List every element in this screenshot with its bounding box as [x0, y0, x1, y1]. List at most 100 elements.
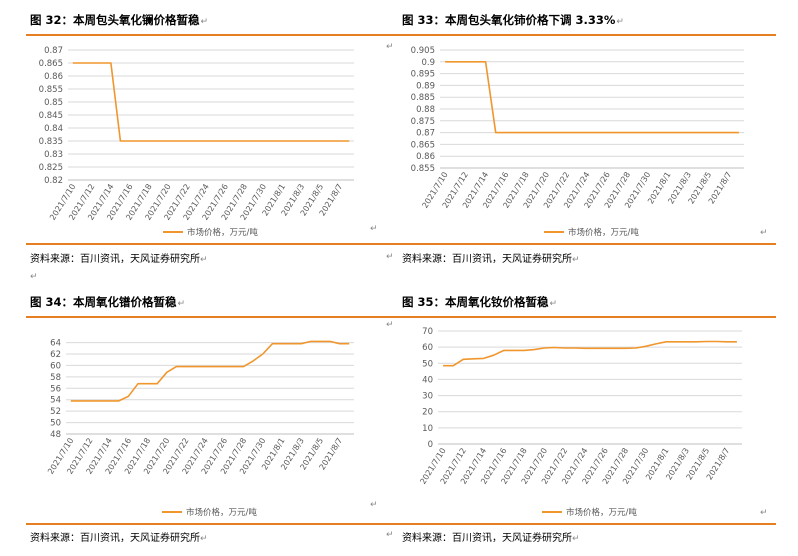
y-tick-label: 0.87 [44, 46, 63, 56]
source-note: 资料来源：百川资讯，天风证券研究所↵ [402, 254, 580, 265]
paragraph-mark: ↵ [760, 228, 768, 238]
data-point [127, 395, 129, 397]
data-point [139, 140, 141, 142]
y-tick-label: 0.865 [39, 59, 63, 69]
data-point [584, 347, 586, 349]
data-point [462, 358, 464, 360]
data-point [348, 343, 350, 345]
data-point [586, 132, 588, 134]
data-point [635, 347, 637, 349]
y-tick-label: 0.9 [421, 58, 435, 68]
data-point [233, 366, 235, 368]
data-point [185, 366, 187, 368]
paragraph-mark: ↵ [370, 500, 378, 510]
y-tick-label: 70 [422, 327, 433, 337]
data-point [167, 140, 169, 142]
data-point [604, 347, 606, 349]
data-point [291, 343, 293, 345]
data-point [556, 132, 558, 134]
data-point [148, 140, 150, 142]
title-rule [26, 316, 404, 318]
data-point [545, 132, 547, 134]
y-tick-label: 0.83 [44, 150, 63, 160]
data-point [272, 140, 274, 142]
y-tick-label: 0.865 [411, 140, 435, 150]
data-point [716, 340, 718, 342]
data-point [728, 132, 730, 134]
data-point [665, 341, 667, 343]
data-point [574, 347, 576, 349]
data-point [329, 140, 331, 142]
data-point [726, 341, 728, 343]
chart-panel-33: 图 33：本周包头氧化铈价格下调 3.33%↵ 0.905 0.9 0.895 0.8… [398, 12, 776, 268]
series-line [443, 340, 737, 367]
legend-label: 市场价格，万元/吨 [186, 507, 257, 518]
data-point [708, 132, 710, 134]
data-point [566, 132, 568, 134]
data-point [72, 62, 74, 64]
line-chart: 7060504030201002021/7/102021/7/122021/7/… [418, 327, 742, 518]
data-point [310, 340, 312, 342]
paragraph-mark: ↵ [386, 252, 394, 262]
y-tick-label: 30 [422, 392, 433, 402]
data-point [281, 343, 283, 345]
y-tick-label: 0.85 [44, 98, 63, 108]
y-tick-label: 54 [50, 396, 61, 406]
data-point [158, 140, 160, 142]
y-tick-label: 58 [50, 373, 61, 383]
title-rule [398, 316, 776, 318]
title-rule [398, 34, 776, 36]
data-point [339, 343, 341, 345]
data-point [736, 341, 738, 343]
data-point [452, 365, 454, 367]
data-point [483, 357, 485, 359]
data-point [291, 140, 293, 142]
data-point [196, 140, 198, 142]
y-tick-label: 0.895 [411, 70, 435, 80]
data-point [137, 383, 139, 385]
data-point [505, 132, 507, 134]
data-point [594, 347, 596, 349]
data-point [205, 140, 207, 142]
source-rule [398, 523, 776, 525]
data-point [329, 340, 331, 342]
data-point [525, 132, 527, 134]
data-point [655, 343, 657, 345]
data-point [677, 132, 679, 134]
data-point [685, 341, 687, 343]
data-point [204, 366, 206, 368]
data-point [675, 341, 677, 343]
data-point [156, 383, 158, 385]
data-point [485, 61, 487, 63]
data-point [320, 140, 322, 142]
source-rule [398, 243, 776, 245]
data-point [637, 132, 639, 134]
figure-title: 图 34：本周氧化镨价格暂稳↵ [30, 295, 186, 309]
data-point [79, 400, 81, 402]
data-point [177, 140, 179, 142]
data-point [464, 61, 466, 63]
y-tick-label: 62 [50, 350, 61, 360]
y-tick-label: 52 [50, 407, 61, 417]
y-tick-label: 0.82 [44, 176, 63, 186]
data-point [147, 383, 149, 385]
data-point [493, 354, 495, 356]
source-note: 资料来源：百川资讯，天风证券研究所↵ [30, 533, 208, 544]
y-tick-label: 0.845 [39, 111, 63, 121]
y-tick-label: 60 [422, 343, 433, 353]
data-point [687, 132, 689, 134]
y-tick-label: 0.87 [416, 129, 435, 139]
data-point [195, 366, 197, 368]
y-tick-label: 0.835 [39, 137, 63, 147]
data-point [166, 371, 168, 373]
y-tick-label: 64 [50, 339, 61, 349]
data-point [472, 358, 474, 360]
data-point [503, 349, 505, 351]
data-point [554, 346, 556, 348]
data-point [301, 140, 303, 142]
chart-panel-32: 图 32：本周包头氧化镧价格暂稳↵ 0.87 0.865 0.86 0.855 0.85… [26, 12, 404, 268]
data-point [271, 343, 273, 345]
data-point [89, 400, 91, 402]
title-rule [26, 34, 404, 36]
data-point [81, 62, 83, 64]
